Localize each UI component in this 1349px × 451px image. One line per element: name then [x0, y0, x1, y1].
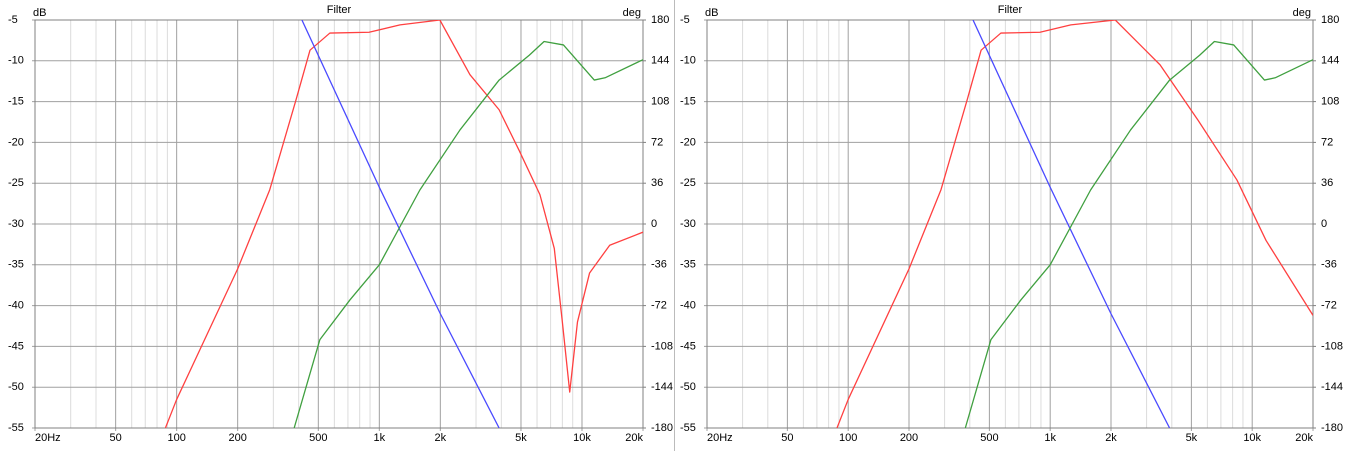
- y-tick-label: -15: [680, 96, 696, 108]
- plot-border: [706, 19, 1314, 429]
- chart-title: Filter: [998, 4, 1023, 16]
- y2-tick-label: 0: [1321, 218, 1327, 230]
- y-tick-label: -15: [8, 96, 24, 108]
- x-tick-label: 5k: [515, 432, 527, 444]
- curve: [293, 40, 643, 428]
- y-tick-label: -50: [680, 381, 696, 393]
- x-tick-label: 20k: [625, 432, 643, 444]
- y-tick-label: -10: [8, 55, 24, 67]
- x-tick-label: 200: [228, 432, 246, 444]
- x-tick-label: 100: [839, 432, 857, 444]
- y2-tick-label: 180: [651, 14, 669, 26]
- y-tick-label: -20: [680, 136, 696, 148]
- curve: [301, 20, 500, 428]
- y2-tick-label: -108: [651, 340, 673, 352]
- plot-border: [34, 19, 644, 429]
- x-tick-label: 10k: [573, 432, 591, 444]
- y2-tick-label: -180: [1321, 422, 1343, 434]
- y2-tick-label: -36: [1321, 259, 1337, 271]
- y2-tick-label: -144: [1321, 381, 1343, 393]
- y2-tick-label: 72: [1321, 136, 1333, 148]
- x-tick-label: 10k: [1243, 432, 1261, 444]
- y2-tick-label: -180: [651, 422, 673, 434]
- curve: [964, 40, 1313, 428]
- curve: [972, 20, 1171, 428]
- chart-panel: 20Hz 50 100 200 500 1k 2k 5k 10k 20k -5 -10 -15 -20 -2…: [680, 4, 1343, 444]
- y-tick-label: -35: [680, 259, 696, 271]
- y-tick-label: -5: [8, 14, 18, 26]
- y-axis-label: dB: [705, 7, 718, 19]
- x-tick-label: 2k: [1105, 432, 1117, 444]
- y2-tick-label: 108: [651, 96, 669, 108]
- y-tick-label: -25: [8, 177, 24, 189]
- y-axis-label: dB: [33, 7, 46, 19]
- y2-tick-label: 180: [1321, 14, 1339, 26]
- x-tick-label: 100: [167, 432, 185, 444]
- y2-tick-label: 36: [651, 177, 663, 189]
- x-tick-label: 20Hz: [707, 432, 733, 444]
- y-tick-label: -40: [680, 300, 696, 312]
- y-tick-label: -5: [680, 14, 690, 26]
- x-tick-label: 500: [309, 432, 327, 444]
- y-tick-label: -45: [8, 340, 24, 352]
- chart-title: Filter: [327, 4, 352, 16]
- x-tick-label: 20k: [1295, 432, 1313, 444]
- x-tick-label: 50: [781, 432, 793, 444]
- y2-tick-label: -144: [651, 381, 673, 393]
- y-tick-label: -35: [8, 259, 24, 271]
- y2-axis-label: deg: [1293, 7, 1311, 19]
- y2-axis-label: deg: [623, 7, 641, 19]
- x-tick-label: 50: [110, 432, 122, 444]
- curve: [836, 20, 1313, 428]
- curve: [164, 20, 643, 428]
- y2-tick-label: 0: [651, 218, 657, 230]
- x-tick-label: 500: [980, 432, 998, 444]
- y2-tick-label: -72: [1321, 300, 1337, 312]
- x-tick-label: 5k: [1186, 432, 1198, 444]
- y-tick-label: -55: [680, 422, 696, 434]
- y2-tick-label: 144: [651, 55, 669, 67]
- x-tick-label: 1k: [374, 432, 386, 444]
- x-tick-label: 1k: [1044, 432, 1056, 444]
- y2-tick-label: -72: [651, 300, 667, 312]
- y2-tick-label: 144: [1321, 55, 1339, 67]
- x-tick-label: 200: [900, 432, 918, 444]
- x-tick-label: 2k: [435, 432, 447, 444]
- y2-tick-label: -108: [1321, 340, 1343, 352]
- y2-tick-label: 36: [1321, 177, 1333, 189]
- x-tick-label: 20Hz: [35, 432, 61, 444]
- y-tick-label: -45: [680, 340, 696, 352]
- y2-tick-label: 72: [651, 136, 663, 148]
- y-tick-label: -55: [8, 422, 24, 434]
- y-tick-label: -10: [680, 55, 696, 67]
- y-tick-label: -25: [680, 177, 696, 189]
- y-tick-label: -30: [680, 218, 696, 230]
- y-tick-label: -40: [8, 300, 24, 312]
- y-tick-label: -30: [8, 218, 24, 230]
- y2-tick-label: -36: [651, 259, 667, 271]
- y-tick-label: -20: [8, 136, 24, 148]
- y-tick-label: -50: [8, 381, 24, 393]
- y2-tick-label: 108: [1321, 96, 1339, 108]
- chart-panel: 20Hz 50 100 200 500 1k 2k 5k 10k 20k -5 -10 -15 -20 -2…: [8, 4, 673, 444]
